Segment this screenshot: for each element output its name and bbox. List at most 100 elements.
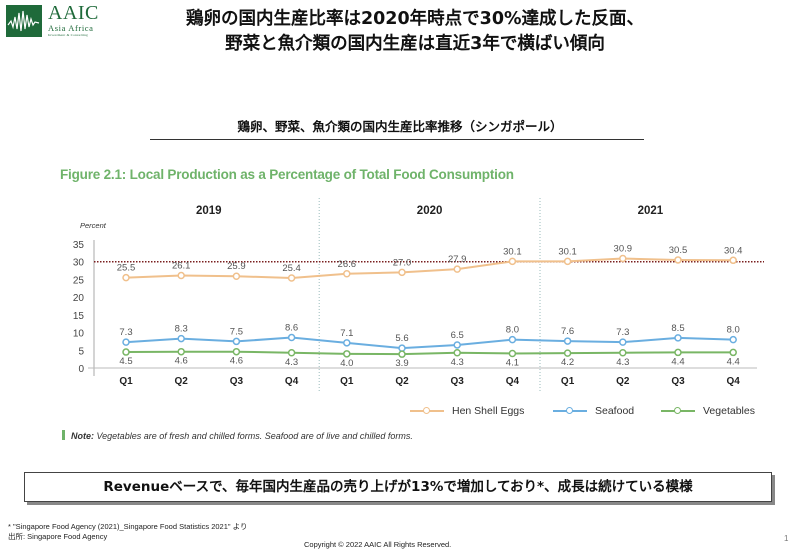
x-tick-label: Q1	[340, 376, 354, 387]
note-text: Vegetables are of fresh and chilled form…	[94, 431, 413, 441]
footnote: * "Singapore Food Agency (2021)_Singapor…	[8, 522, 247, 542]
x-tick-label: Q4	[285, 376, 299, 387]
legend-label-eggs: Hen Shell Eggs	[452, 405, 525, 417]
y-tick-label: 5	[78, 346, 84, 357]
data-point-vegetables	[508, 349, 517, 358]
data-label-seafood: 8.5	[671, 323, 684, 334]
footnote-line-1: * "Singapore Food Agency (2021)_Singapor…	[8, 522, 248, 531]
data-label-seafood: 7.6	[561, 326, 574, 337]
data-label-eggs: 25.4	[282, 263, 301, 274]
subtitle-divider	[150, 139, 644, 140]
y-tick-label: 20	[73, 293, 85, 304]
legend-label-seafood: Seafood	[595, 405, 635, 417]
legend-label-vegetables: Vegetables	[703, 405, 755, 417]
data-label-eggs: 27.9	[448, 254, 467, 265]
y-tick-label: 0	[78, 364, 84, 375]
chart-note: Note: Vegetables are of fresh and chille…	[62, 430, 413, 441]
data-label-eggs: 25.9	[227, 261, 246, 272]
data-label-eggs: 26.6	[338, 259, 357, 270]
x-tick-label: Q4	[727, 376, 741, 387]
data-point-eggs	[232, 272, 241, 280]
x-tick-label: Q4	[506, 376, 520, 387]
legend-item-eggs: Hen Shell Eggs	[410, 405, 524, 417]
headline-line-2: 野菜と魚介類の国内生産は直近3年で横ばい傾向	[225, 34, 605, 54]
data-label-seafood: 8.0	[727, 325, 740, 336]
data-point-seafood	[287, 333, 296, 342]
x-tick-label: Q3	[230, 376, 244, 387]
legend-swatch-vegetables	[661, 407, 695, 415]
data-point-eggs	[508, 257, 517, 266]
x-tick-label: Q2	[616, 376, 630, 387]
data-label-seafood: 7.3	[616, 327, 629, 338]
logo-text: AAIC Asia Africa Investment & Consulting	[48, 2, 99, 38]
data-point-eggs	[563, 257, 572, 266]
figure-title: Figure 2.1: Local Production as a Percen…	[60, 167, 514, 182]
data-label-eggs: 25.5	[117, 263, 136, 274]
data-point-seafood	[453, 341, 461, 349]
data-label-seafood: 8.6	[285, 323, 298, 334]
legend-marker-vegetables	[674, 407, 681, 415]
data-label-vegetables: 4.6	[230, 356, 243, 367]
series-line-eggs	[125, 257, 734, 280]
data-label-vegetables: 4.2	[561, 357, 574, 368]
data-label-vegetables: 4.0	[340, 358, 353, 369]
footnote-source: 出所: Singapore Food Agency	[8, 532, 108, 541]
data-label-seafood: 7.3	[119, 327, 132, 338]
data-point-seafood	[177, 334, 185, 343]
data-point-vegetables	[563, 349, 572, 357]
page-number: 1	[784, 534, 789, 543]
data-point-seafood	[563, 337, 572, 345]
logo-subtitle: Asia Africa	[48, 23, 94, 33]
data-point-eggs	[122, 273, 130, 282]
y-tick-label: 25	[73, 275, 85, 286]
x-tick-label: Q2	[175, 376, 189, 387]
year-label-2021: 2021	[638, 205, 664, 217]
data-point-vegetables	[343, 350, 351, 358]
data-label-vegetables: 4.3	[616, 357, 629, 368]
data-label-seafood: 6.5	[451, 330, 464, 341]
data-label-seafood: 8.3	[175, 324, 188, 335]
data-point-vegetables	[674, 348, 682, 357]
data-point-seafood	[729, 335, 737, 344]
data-point-vegetables	[122, 348, 130, 356]
data-point-eggs	[619, 254, 627, 263]
chart-subtitle: 鶏卵、野菜、魚介類の国内生産比率推移（シンガポール）	[237, 119, 563, 134]
legend-swatch-seafood	[553, 407, 587, 415]
year-label-2020: 2020	[417, 205, 443, 217]
aaic-logo: AAIC Asia Africa Investment & Consulting	[6, 2, 106, 38]
data-label-seafood: 8.0	[506, 325, 519, 336]
data-point-vegetables	[398, 350, 406, 358]
data-point-vegetables	[232, 347, 241, 356]
data-label-eggs: 27.0	[393, 257, 412, 268]
x-tick-label: Q3	[451, 376, 465, 387]
data-label-eggs: 30.1	[503, 246, 522, 257]
data-label-eggs: 30.5	[669, 245, 688, 256]
data-point-vegetables	[619, 349, 627, 357]
legend-item-seafood: Seafood	[553, 405, 634, 417]
y-tick-label: 35	[73, 240, 85, 251]
data-label-vegetables: 4.1	[506, 357, 519, 368]
data-point-eggs	[287, 274, 296, 282]
slide-headline: 鶏卵の国内生産比率は2020年時点で30%達成した反面、 野菜と魚介類の国内生産…	[110, 7, 720, 57]
data-point-eggs	[177, 271, 185, 280]
x-tick-label: Q2	[395, 376, 409, 387]
x-tick-label: Q1	[119, 376, 133, 387]
copyright: Copyright © 2022 AAIC All Rights Reserve…	[304, 540, 452, 549]
y-tick-label: 15	[73, 311, 85, 322]
data-point-seafood	[508, 335, 517, 344]
data-point-eggs	[674, 256, 682, 264]
data-label-eggs: 30.9	[614, 244, 633, 255]
data-label-seafood: 7.5	[230, 326, 243, 337]
data-point-vegetables	[453, 349, 461, 357]
data-point-seafood	[674, 334, 682, 342]
data-label-vegetables: 4.3	[285, 357, 298, 368]
data-label-vegetables: 3.9	[395, 358, 408, 369]
legend-marker-seafood	[566, 407, 573, 415]
data-point-seafood	[398, 344, 406, 352]
data-point-eggs	[729, 256, 737, 265]
y-axis-label: Percent	[80, 221, 107, 230]
logo-name: AAIC	[48, 2, 99, 24]
data-point-seafood	[232, 337, 241, 346]
legend-marker-eggs	[423, 407, 430, 415]
